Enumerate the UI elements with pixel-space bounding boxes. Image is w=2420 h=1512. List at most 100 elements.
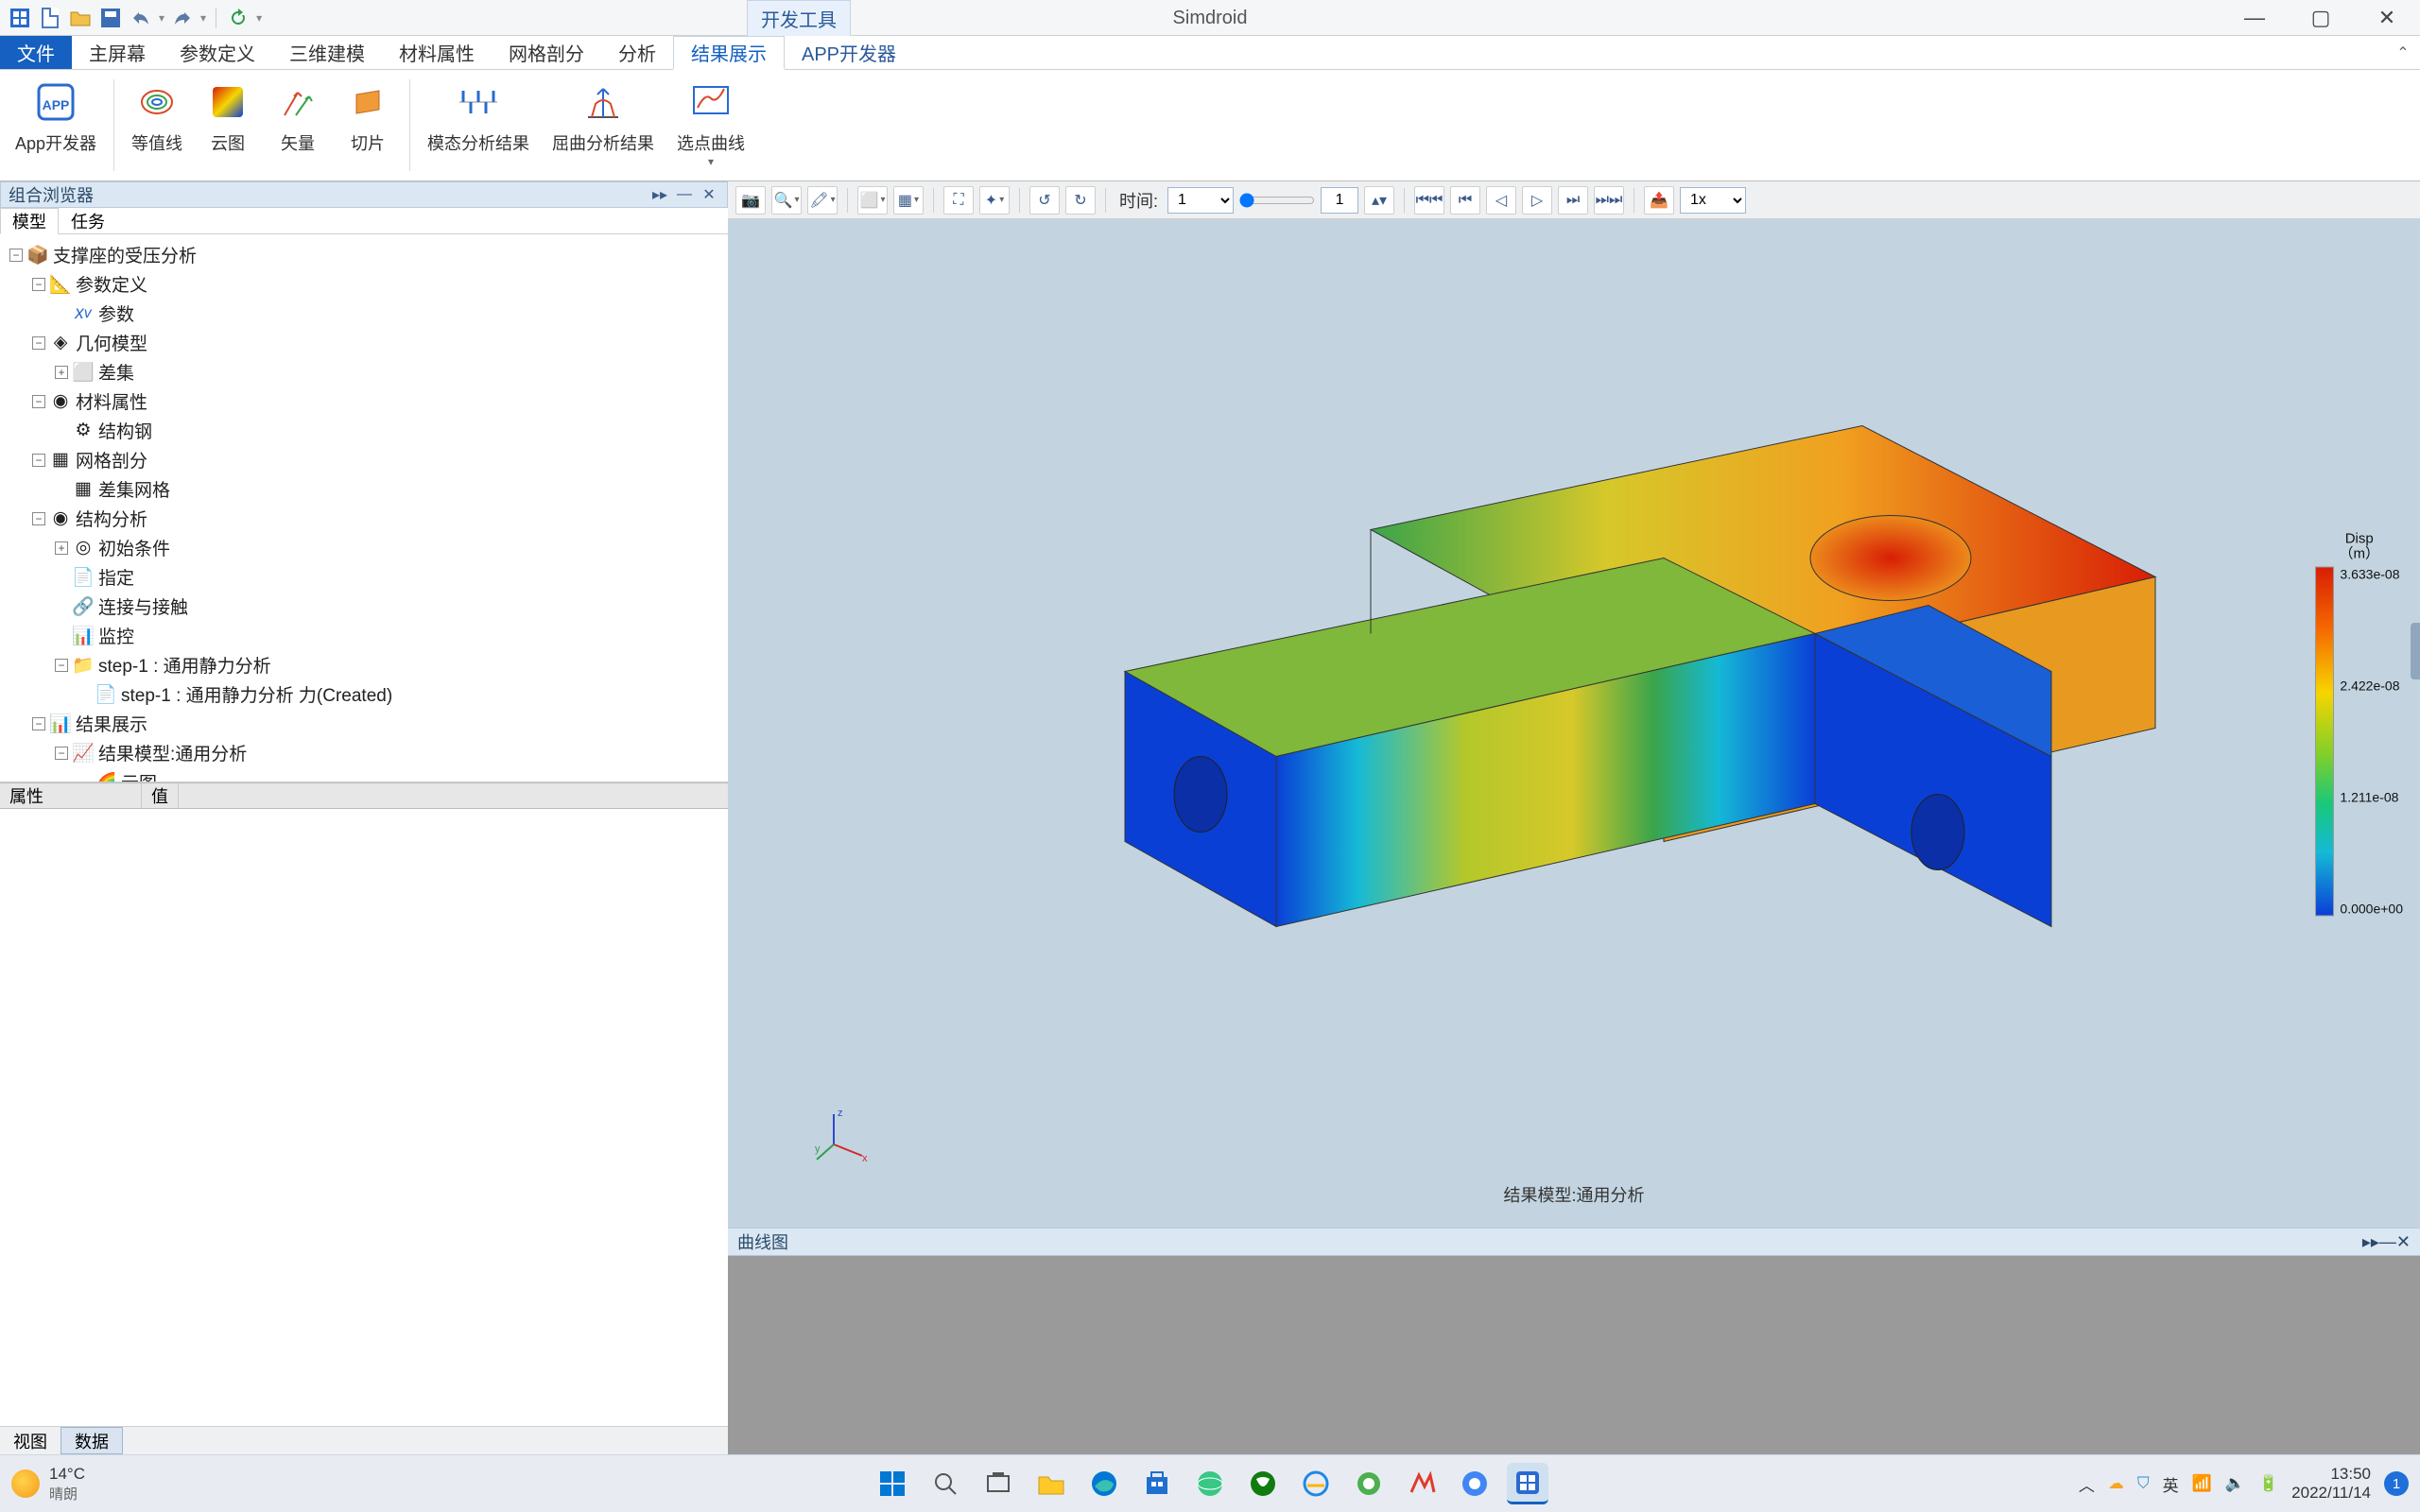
new-file-icon[interactable] bbox=[38, 6, 62, 30]
btab-data[interactable]: 数据 bbox=[60, 1427, 123, 1454]
collapse-ribbon-icon[interactable]: ⌃ bbox=[2386, 36, 2420, 69]
tab-file[interactable]: 文件 bbox=[0, 36, 72, 69]
tree-param[interactable]: 参数 bbox=[98, 301, 134, 326]
tree-mesh[interactable]: 网格剖分 bbox=[76, 447, 147, 472]
tree-paramdef[interactable]: 参数定义 bbox=[76, 271, 147, 297]
tree-step1-force[interactable]: step-1 : 通用静力分析 力(Created) bbox=[121, 681, 392, 707]
vp-zoom-icon[interactable]: 🔍 bbox=[771, 186, 802, 215]
play-next-icon[interactable]: ⏭ bbox=[1558, 186, 1588, 215]
vp-axis-icon[interactable]: ✦ bbox=[979, 186, 1010, 215]
360-icon[interactable] bbox=[1348, 1463, 1390, 1504]
tree-assign[interactable]: 指定 bbox=[98, 564, 134, 590]
export-icon[interactable]: 📤 bbox=[1644, 186, 1674, 215]
battery-icon[interactable]: 🔋 bbox=[2258, 1474, 2278, 1493]
ie-icon[interactable] bbox=[1295, 1463, 1337, 1504]
notification-badge[interactable]: 1 bbox=[2384, 1471, 2409, 1496]
vp-rotate-cw-icon[interactable]: ↻ bbox=[1065, 186, 1096, 215]
tab-mesh[interactable]: 网格剖分 bbox=[492, 36, 601, 69]
start-icon[interactable] bbox=[872, 1463, 913, 1504]
tree-resultmodel[interactable]: 结果模型:通用分析 bbox=[98, 740, 247, 765]
xbox-icon[interactable] bbox=[1242, 1463, 1284, 1504]
tab-mainscreen[interactable]: 主屏幕 bbox=[72, 36, 163, 69]
ribbon-buckling[interactable]: 屈曲分析结果 bbox=[544, 74, 662, 177]
store-icon[interactable] bbox=[1136, 1463, 1178, 1504]
tab-appdev[interactable]: APP开发器 bbox=[785, 36, 913, 69]
subtab-model[interactable]: 模型 bbox=[0, 208, 59, 234]
open-file-icon[interactable] bbox=[68, 6, 93, 30]
panel-close-icon[interactable]: ✕ bbox=[699, 184, 719, 205]
model-tree[interactable]: −📦支撑座的受压分析 −📐参数定义 xv参数 −◈几何模型 +⬜差集 −◉材料属… bbox=[0, 234, 728, 782]
tree-monitor[interactable]: 监控 bbox=[98, 623, 134, 648]
save-icon[interactable] bbox=[98, 6, 123, 30]
clock[interactable]: 13:50 2022/11/14 bbox=[2291, 1465, 2371, 1503]
tab-analysis[interactable]: 分析 bbox=[601, 36, 673, 69]
wifi-icon[interactable]: 📶 bbox=[2192, 1474, 2212, 1493]
tree-geom[interactable]: 几何模型 bbox=[76, 330, 147, 355]
curve-expand-icon[interactable]: ▸▸ bbox=[2362, 1232, 2379, 1252]
vp-highlight-icon[interactable]: 🖍 bbox=[807, 186, 838, 215]
redo-icon[interactable] bbox=[170, 6, 195, 30]
close-button[interactable]: ✕ bbox=[2354, 0, 2420, 36]
speed-select[interactable]: 1x bbox=[1680, 187, 1746, 214]
explorer-icon[interactable] bbox=[1030, 1463, 1072, 1504]
ribbon-contour[interactable]: 等值线 bbox=[124, 74, 190, 177]
undo-dropdown-icon[interactable]: ▾ bbox=[159, 11, 164, 25]
tree-diffset[interactable]: 差集 bbox=[98, 359, 134, 385]
tray-security-icon[interactable]: ⛉ bbox=[2137, 1474, 2150, 1493]
play-prev-icon[interactable]: ⏮ bbox=[1450, 186, 1480, 215]
redo-dropdown-icon[interactable]: ▾ bbox=[200, 11, 206, 25]
vp-camera-icon[interactable]: 📷 bbox=[735, 186, 766, 215]
vp-fit-icon[interactable]: ⛶ bbox=[943, 186, 974, 215]
tree-struct[interactable]: 结构分析 bbox=[76, 506, 147, 531]
play-last-icon[interactable]: ⏭⏭ bbox=[1594, 186, 1624, 215]
tree-contact[interactable]: 连接与接触 bbox=[98, 593, 188, 619]
time-select[interactable]: 1 bbox=[1167, 187, 1234, 214]
wps-icon[interactable] bbox=[1401, 1463, 1443, 1504]
simdroid-icon[interactable] bbox=[1507, 1463, 1548, 1504]
weather-widget[interactable]: 14°C 晴朗 bbox=[11, 1465, 85, 1503]
ime-indicator[interactable]: 英 bbox=[2163, 1472, 2179, 1496]
tree-cloudplot[interactable]: 云图 bbox=[121, 769, 157, 782]
frame-step-icon[interactable]: ▴▾ bbox=[1364, 186, 1394, 215]
panel-prev-icon[interactable]: ▸▸ bbox=[649, 184, 670, 205]
vp-box-icon[interactable]: ⬜ bbox=[857, 186, 888, 215]
play-back-icon[interactable]: ◁ bbox=[1486, 186, 1516, 215]
undo-icon[interactable] bbox=[129, 6, 153, 30]
vp-color-icon[interactable]: ▦ bbox=[893, 186, 924, 215]
tab-results[interactable]: 结果展示 bbox=[673, 36, 785, 70]
play-fwd-icon[interactable]: ▷ bbox=[1522, 186, 1552, 215]
tree-root[interactable]: 支撑座的受压分析 bbox=[53, 242, 197, 267]
ribbon-cloud[interactable]: 云图 bbox=[196, 74, 260, 177]
right-collapse-handle[interactable] bbox=[2411, 623, 2420, 679]
refresh-dropdown-icon[interactable]: ▾ bbox=[256, 11, 262, 25]
maximize-button[interactable]: ▢ bbox=[2288, 0, 2354, 36]
ribbon-vector[interactable]: 矢量 bbox=[266, 74, 330, 177]
time-slider[interactable] bbox=[1239, 193, 1315, 208]
tree-material[interactable]: 材料属性 bbox=[76, 388, 147, 414]
edge-icon[interactable] bbox=[1083, 1463, 1125, 1504]
search-icon[interactable] bbox=[925, 1463, 966, 1504]
minimize-button[interactable]: — bbox=[2221, 0, 2288, 36]
3d-canvas[interactable]: z x y 结果模型:通用分析 Disp （m） 3.633e-08 2.422… bbox=[728, 219, 2420, 1228]
tab-paramdef[interactable]: 参数定义 bbox=[163, 36, 272, 69]
ribbon-appdev[interactable]: APP App开发器 bbox=[8, 74, 104, 177]
browser-icon[interactable] bbox=[1189, 1463, 1231, 1504]
ribbon-modal[interactable]: 模态分析结果 bbox=[420, 74, 537, 177]
tree-diffmesh[interactable]: 差集网格 bbox=[98, 476, 170, 502]
tab-3dmodel[interactable]: 三维建模 bbox=[272, 36, 382, 69]
tray-onedrive-icon[interactable]: ☁ bbox=[2108, 1474, 2124, 1493]
frame-input[interactable] bbox=[1321, 187, 1358, 214]
panel-minimize-icon[interactable]: — bbox=[674, 184, 695, 205]
btab-view[interactable]: 视图 bbox=[0, 1427, 60, 1454]
tree-initcond[interactable]: 初始条件 bbox=[98, 535, 170, 560]
taskview-icon[interactable] bbox=[977, 1463, 1019, 1504]
ribbon-pointcurve[interactable]: 选点曲线 ▾ bbox=[669, 74, 752, 177]
curve-minimize-icon[interactable]: — bbox=[2379, 1232, 2396, 1252]
curve-close-icon[interactable]: ✕ bbox=[2396, 1232, 2411, 1252]
refresh-icon[interactable] bbox=[226, 6, 251, 30]
tab-material[interactable]: 材料属性 bbox=[382, 36, 492, 69]
tray-chevron-icon[interactable]: ︿ bbox=[2079, 1472, 2095, 1496]
tree-results[interactable]: 结果展示 bbox=[76, 711, 147, 736]
app-menu-icon[interactable] bbox=[8, 6, 32, 30]
tree-steel[interactable]: 结构钢 bbox=[98, 418, 152, 443]
